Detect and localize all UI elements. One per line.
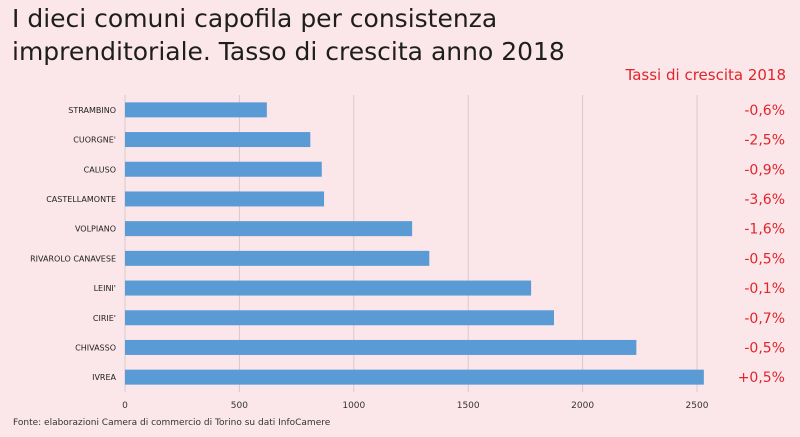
title-line-2: imprenditoriale. Tasso di crescita anno … [12,37,565,66]
bar-4 [125,221,413,237]
bar-6 [125,280,532,296]
category-label-9: IVREA [92,373,116,382]
bar-2 [125,161,322,177]
x-tick-label-2500: 2500 [686,401,709,411]
category-label-8: CHIVASSO [75,343,116,352]
growth-rate-1: -2,5% [744,133,785,149]
growth-rate-2: -0,9% [744,162,785,178]
category-label-1: CUORGNE' [73,136,116,145]
source-note: Fonte: elaborazioni Camera di commercio … [13,418,331,428]
bar-8 [125,339,637,355]
chart-title: I dieci comuni capofila per consistenza … [12,2,712,68]
category-label-3: CASTELLAMONTE [46,195,116,204]
x-tick-label-500: 500 [231,401,248,411]
growth-rate-8: -0,5% [744,340,785,356]
growth-rate-0: -0,6% [744,103,785,119]
growth-rate-6: -0,1% [744,281,785,297]
bar-1 [125,132,311,148]
bar-7 [125,310,554,326]
bar-3 [125,191,325,207]
x-tick-label-1500: 1500 [457,401,480,411]
category-label-2: CALUSO [84,165,116,174]
category-label-0: STRAMBINO [68,106,116,115]
category-label-4: VOLPIANO [75,225,116,234]
category-label-5: RIVAROLO CANAVESE [30,254,116,263]
title-line-1: I dieci comuni capofila per consistenza [12,4,498,33]
growth-rate-9: +0,5% [738,370,785,386]
growth-rate-4: -1,6% [744,222,785,238]
growth-rate-5: -0,5% [744,251,785,267]
bar-5 [125,250,430,266]
x-tick-label-1000: 1000 [342,401,365,411]
x-tick-label-0: 0 [122,401,128,411]
category-label-6: LEINI' [94,284,116,293]
bar-9 [125,369,704,385]
growth-rates-header: Tassi di crescita 2018 [625,66,786,84]
growth-rate-3: -3,6% [744,192,785,208]
growth-rate-7: -0,7% [744,311,785,327]
category-label-7: CIRIE' [93,314,116,323]
x-tick-label-2000: 2000 [571,401,594,411]
bar-0 [125,102,267,118]
